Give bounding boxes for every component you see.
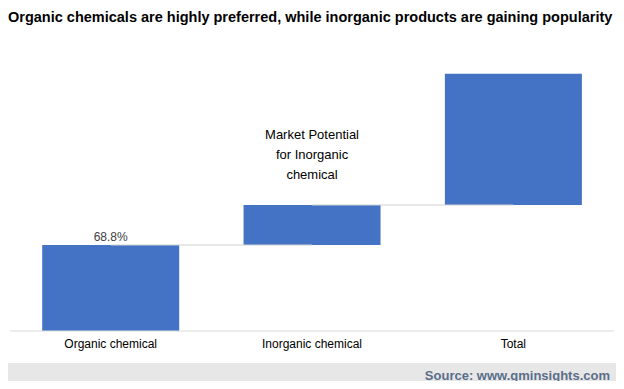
svg-text:Total: Total: [501, 337, 526, 351]
svg-text:Market Potentialfor Inorganicc: Market Potentialfor Inorganicchemical: [265, 127, 359, 182]
html-text:Organic chemicals are highly p: Organic chemicals are highly preferred, …: [8, 9, 613, 25]
svg-text:Inorganic chemical: Inorganic chemical: [262, 337, 362, 351]
svg-text:Organic chemical: Organic chemical: [64, 337, 157, 351]
svg-text:68.8%: 68.8%: [94, 230, 128, 244]
html-text:Source: www.gminsights.com: Source: www.gminsights.com: [424, 368, 610, 383]
